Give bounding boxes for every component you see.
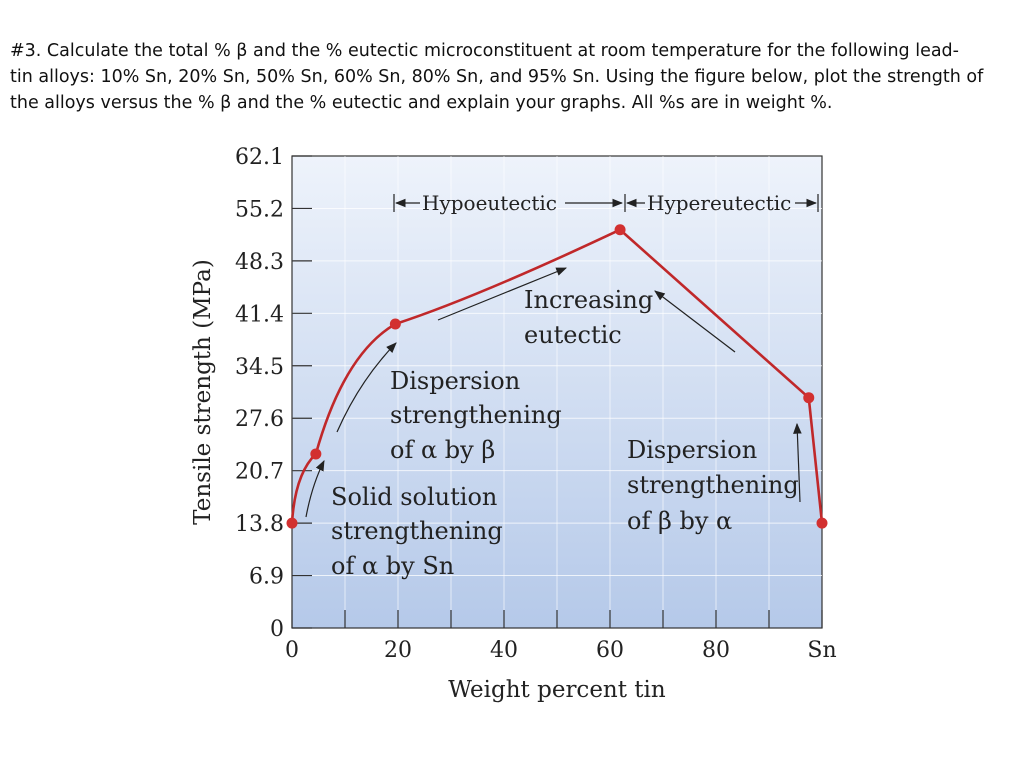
x-tick-label: Sn [807, 638, 836, 663]
series-line [290, 228, 824, 524]
data-point [614, 224, 626, 236]
y-tick-label: 27.6 [235, 407, 284, 432]
annotation-eutectic: eutectic [524, 321, 622, 349]
region-brackets [393, 194, 819, 212]
annotation-dispersion-a-1: Dispersion [390, 367, 520, 395]
annotation-solid-2: strengthening [331, 517, 503, 545]
x-tick-label: 0 [285, 638, 299, 663]
question-line-3: the alloys versus the % β and the % eute… [10, 93, 833, 113]
annotation-solid-3: of α by Sn [331, 552, 454, 580]
question-text: #3. Calculate the total % β and the % eu… [10, 38, 1014, 116]
y-tick-label: 13.8 [235, 512, 284, 537]
y-tick-label: 41.4 [235, 302, 284, 327]
data-point [803, 392, 815, 404]
annotation-dispersion-b-2: strengthening [627, 471, 799, 499]
y-tick-label: 55.2 [235, 197, 284, 222]
label-hypoeutectic: Hypoeutectic [422, 191, 557, 215]
x-tick-label: 20 [384, 638, 412, 663]
annotation-dispersion-a-3: of α by β [390, 436, 495, 464]
y-tick-label: 0 [270, 617, 284, 642]
annotation-dispersion-b-3: of β by α [627, 507, 732, 535]
y-axis-label: Tensile strength (MPa) [190, 259, 216, 525]
data-point [310, 448, 322, 460]
annotations: Increasing eutectic Dispersion strengthe… [331, 286, 799, 580]
x-axis-label: Weight percent tin [448, 677, 666, 703]
y-tick-label: 48.3 [235, 250, 284, 275]
x-axis-ticks: 0 20 40 60 80 Sn [285, 610, 837, 663]
label-hypereutectic: Hypereutectic [647, 191, 791, 215]
question-line-2: tin alloys: 10% Sn, 20% Sn, 50% Sn, 60% … [10, 67, 984, 87]
y-tick-label: 34.5 [235, 355, 284, 380]
annotation-arrows [305, 267, 802, 518]
y-tick-label: 6.9 [249, 565, 284, 590]
question-line-1: #3. Calculate the total % β and the % eu… [10, 41, 959, 61]
y-tick-label: 20.7 [235, 460, 284, 485]
annotation-solid-1: Solid solution [331, 483, 497, 511]
x-tick-label: 40 [490, 638, 518, 663]
data-point [816, 517, 828, 529]
annotation-dispersion-b-1: Dispersion [627, 436, 757, 464]
y-axis-ticks: 0 6.9 13.8 20.7 27.6 34.5 41.4 48.3 55.2 62.1 [235, 145, 312, 642]
x-tick-label: 80 [702, 638, 730, 663]
grid-lines [292, 156, 822, 628]
data-point [389, 318, 401, 330]
series-strength [286, 224, 828, 529]
y-tick-label: 62.1 [235, 145, 284, 170]
annotation-dispersion-a-2: strengthening [390, 401, 562, 429]
data-point [286, 517, 298, 529]
x-tick-label: 60 [596, 638, 624, 663]
annotation-increasing: Increasing [524, 286, 653, 314]
